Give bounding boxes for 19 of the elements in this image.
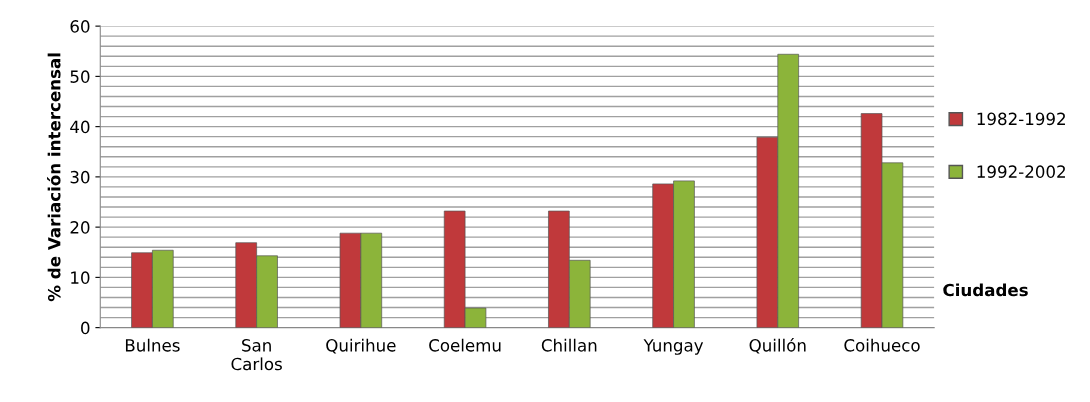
y-tick-label: 0: [81, 321, 90, 335]
y-axis-title: % de Variación intercensal: [47, 53, 61, 302]
x-tick-label: Quirihue: [326, 338, 396, 354]
x-axis-title: Ciudades: [943, 283, 1028, 297]
y-tick-label: 30: [70, 170, 90, 184]
y-tick-label: 20: [70, 221, 90, 234]
legend-label: 1992-2002: [977, 165, 1065, 178]
legend-label: 1982-1992: [977, 112, 1065, 126]
y-tick-label: 60: [70, 20, 90, 33]
x-tick-label: Bulnes: [125, 338, 180, 352]
x-tick-label: Quillón: [749, 338, 806, 354]
y-tick-label: 50: [70, 70, 90, 83]
y-tick-label: 10: [71, 271, 90, 284]
x-tick-label: Yungay: [643, 339, 704, 355]
x-tick-label: Coelemu: [429, 338, 501, 352]
x-tick-label: Coihueco: [844, 338, 920, 352]
x-tick-label: Chillan: [541, 338, 597, 352]
y-tick-label: 40: [70, 120, 90, 134]
x-tick-label: San Carlos: [231, 339, 282, 371]
